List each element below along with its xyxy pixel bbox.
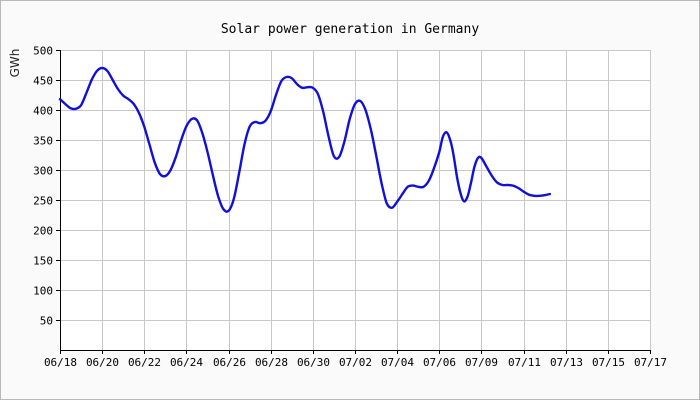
x-tick-label: 07/15 xyxy=(592,356,625,369)
x-tick-label: 06/24 xyxy=(170,356,203,369)
y-tick-label: 200 xyxy=(33,225,53,238)
x-tick-label: 07/06 xyxy=(423,356,456,369)
x-tick-label: 07/04 xyxy=(381,356,414,369)
grid-lines xyxy=(60,50,651,350)
y-tick-label: 100 xyxy=(33,285,53,298)
series-line xyxy=(58,66,552,213)
x-tick-label: 07/09 xyxy=(465,356,498,369)
y-axis-label: GWh xyxy=(8,49,22,78)
x-tick-label: 07/02 xyxy=(339,356,372,369)
y-tick-label: 50 xyxy=(40,315,53,328)
y-tick-label: 450 xyxy=(33,75,53,88)
x-axis-tick-labels: 06/18 06/20 06/22 06/24 06/26 06/28 06/30 07/02… xyxy=(44,356,667,369)
y-tick-label: 250 xyxy=(33,195,53,208)
series-group xyxy=(58,66,552,213)
y-axis-tick-labels: 50 100 150 200 250 300 350 400 450 500 xyxy=(33,45,53,328)
x-tick-label: 07/17 xyxy=(634,356,667,369)
x-tick-label: 06/18 xyxy=(44,356,77,369)
x-tick-label: 06/20 xyxy=(86,356,119,369)
chart-title: Solar power generation in Germany xyxy=(221,22,479,37)
y-tick-label: 500 xyxy=(33,45,53,58)
y-tick-label: 150 xyxy=(33,255,53,268)
x-tick-label: 06/22 xyxy=(128,356,161,369)
y-tick-label: 400 xyxy=(33,105,53,118)
x-tick-label: 07/11 xyxy=(508,356,541,369)
x-tick-label: 06/26 xyxy=(213,356,246,369)
y-tick-label: 300 xyxy=(33,165,53,178)
x-tick-label: 06/28 xyxy=(255,356,288,369)
x-tick-label: 07/13 xyxy=(550,356,583,369)
y-tick-label: 350 xyxy=(33,135,53,148)
x-tick-label: 06/30 xyxy=(297,356,330,369)
